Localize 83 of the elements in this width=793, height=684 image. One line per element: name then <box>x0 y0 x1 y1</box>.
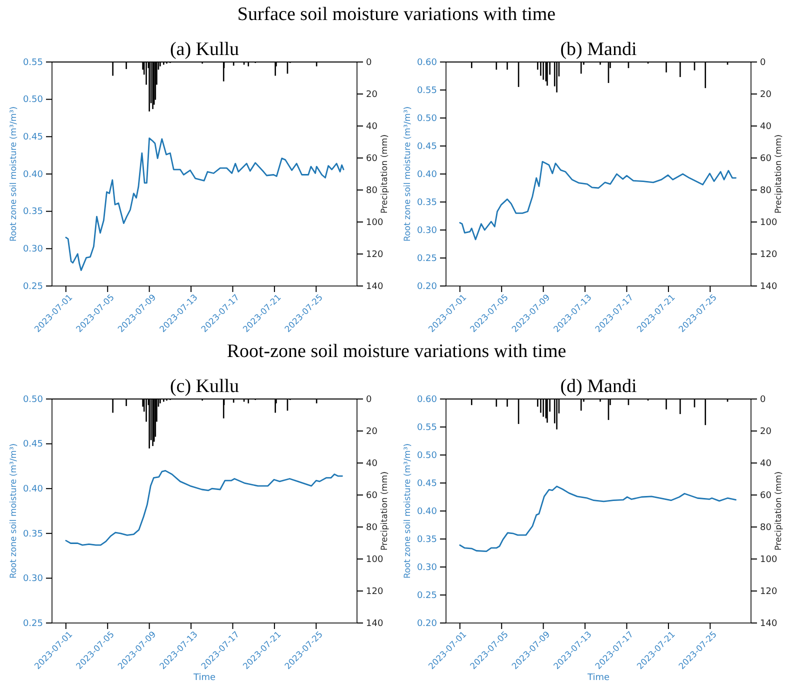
y2-tick-label: 120 <box>760 586 778 597</box>
y2-tick-label: 140 <box>760 282 778 292</box>
y2-tick-label: 80 <box>760 522 772 533</box>
y-tick-label: 0.45 <box>22 440 43 450</box>
y-tick-label: 0.40 <box>416 506 438 517</box>
y2-tick-label: 60 <box>366 154 378 164</box>
chart-title: (a) Kullu <box>170 39 240 60</box>
y2-axis-title: Precipitation (mm) <box>774 134 784 214</box>
y2-tick-label: 20 <box>760 426 772 437</box>
chart-title: (b) Mandi <box>560 39 637 60</box>
line-series <box>459 160 736 240</box>
y-tick-label: 0.50 <box>22 95 44 106</box>
y-tick-label: 0.40 <box>416 170 438 180</box>
y-tick-label: 0.30 <box>416 226 438 236</box>
y-tick-label: 0.35 <box>416 198 437 208</box>
y2-tick-label: 20 <box>366 426 378 437</box>
y2-tick-label: 100 <box>366 554 384 565</box>
y-tick-label: 0.20 <box>416 282 438 292</box>
y-tick-label: 0.25 <box>416 590 437 601</box>
y2-tick-label: 60 <box>760 154 772 164</box>
y2-tick-label: 60 <box>366 490 378 501</box>
y-tick-label: 0.60 <box>416 394 438 405</box>
text: Root-zone soil moisture variations with time <box>226 341 566 362</box>
y-axis-title: Root zone soil moisture (m³/m³) <box>9 443 19 579</box>
y2-tick-label: 20 <box>760 90 772 100</box>
y2-tick-label: 100 <box>760 554 778 565</box>
y-tick-label: 0.45 <box>416 478 437 489</box>
y-tick-label: 0.45 <box>22 132 43 143</box>
y2-axis-title: Precipitation (mm) <box>774 471 784 551</box>
y-tick-label: 0.35 <box>22 529 43 540</box>
y2-tick-label: 140 <box>760 618 778 629</box>
y2-tick-label: 0 <box>366 394 372 405</box>
y-axis-title: Root zone soil moisture (m³/m³) <box>403 106 413 242</box>
y-tick-label: 0.55 <box>416 86 437 96</box>
y2-tick-label: 0 <box>760 58 766 68</box>
y2-tick-label: 60 <box>760 490 772 501</box>
text: Surface soil moisture variations with time <box>237 4 556 25</box>
y2-axis-title: Precipitation (mm) <box>380 134 390 214</box>
y2-tick-label: 0 <box>366 58 372 68</box>
y-tick-label: 0.25 <box>416 254 437 264</box>
y-tick-label: 0.55 <box>416 422 437 433</box>
y2-tick-label: 80 <box>760 186 772 196</box>
y2-tick-label: 40 <box>760 458 772 469</box>
y-tick-label: 0.30 <box>416 562 438 573</box>
y2-tick-label: 20 <box>366 90 378 100</box>
y-tick-label: 0.25 <box>22 618 43 629</box>
y2-tick-label: 120 <box>366 250 384 260</box>
line-series <box>65 137 344 272</box>
y2-tick-label: 100 <box>366 218 384 228</box>
line-series <box>459 486 736 552</box>
y2-axis-title: Precipitation (mm) <box>380 471 390 551</box>
y2-tick-label: 40 <box>366 122 378 132</box>
y2-tick-label: 80 <box>366 186 378 196</box>
y2-tick-label: 40 <box>760 122 772 132</box>
y-axis-title: Root zone soil moisture (m³/m³) <box>9 106 19 242</box>
x-axis-title: Time <box>192 673 216 683</box>
y2-tick-label: 120 <box>760 250 778 260</box>
y-tick-label: 0.45 <box>416 142 437 152</box>
y2-tick-label: 0 <box>760 394 766 405</box>
y-tick-label: 0.35 <box>22 207 43 218</box>
y-tick-label: 0.50 <box>22 394 44 405</box>
y2-tick-label: 80 <box>366 522 378 533</box>
y-tick-label: 0.50 <box>416 450 438 461</box>
y2-tick-label: 40 <box>366 458 378 469</box>
y2-tick-label: 120 <box>366 586 384 597</box>
line-series <box>65 470 343 546</box>
y2-tick-label: 140 <box>366 618 384 629</box>
y-tick-label: 0.35 <box>416 534 437 545</box>
y-tick-label: 0.30 <box>22 574 44 584</box>
y-axis-title: Root zone soil moisture (m³/m³) <box>403 443 413 579</box>
y2-tick-label: 100 <box>760 218 778 228</box>
y-tick-label: 0.50 <box>416 114 438 124</box>
y-tick-label: 0.55 <box>22 58 43 68</box>
chart-title: (d) Mandi <box>560 376 637 397</box>
y2-tick-label: 140 <box>366 282 384 292</box>
y-tick-label: 0.20 <box>416 618 438 629</box>
y-tick-label: 0.60 <box>416 58 438 68</box>
y-tick-label: 0.25 <box>22 282 43 292</box>
y-tick-label: 0.40 <box>22 484 44 494</box>
chart-title: (c) Kullu <box>170 376 240 397</box>
x-axis-title: Time <box>586 673 610 683</box>
y-tick-label: 0.30 <box>22 244 44 255</box>
y-tick-label: 0.40 <box>22 170 44 180</box>
